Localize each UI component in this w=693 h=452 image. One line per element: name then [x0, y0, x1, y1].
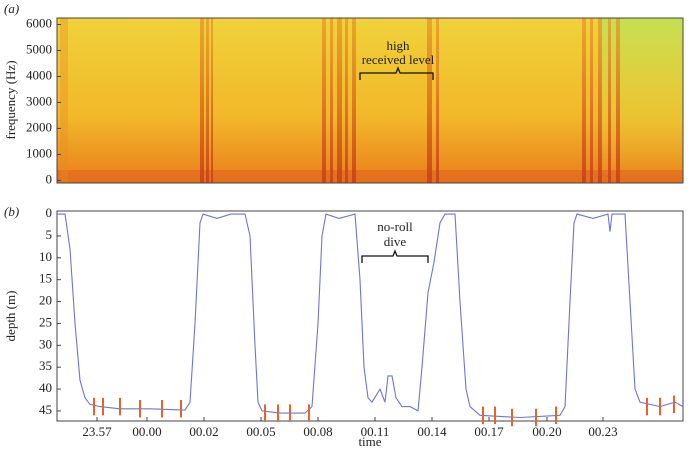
x-axis-label: time: [358, 434, 381, 449]
panel-b-frame: [56, 210, 684, 422]
y-tick-label: 3000: [26, 93, 52, 108]
x-tick-label: 00.11: [361, 424, 390, 439]
x-tick-label: 00.20: [532, 424, 561, 439]
y-axis-label: frequency (Hz): [3, 60, 18, 139]
y-tick-label: 20: [39, 293, 52, 308]
annotation: high: [386, 38, 410, 53]
y-tick-label: 5: [46, 227, 53, 242]
annotation: received level: [362, 52, 435, 67]
x-tick-label: 00.14: [417, 424, 447, 439]
x-tick-label: 23.57: [82, 424, 112, 439]
panel-a-frame: [56, 17, 684, 184]
y-tick-label: 35: [39, 358, 52, 373]
y-tick-label: 10: [39, 249, 52, 264]
y-tick-label: 0: [46, 205, 53, 220]
panel-label: (b): [4, 204, 19, 219]
x-tick-label: 00.02: [189, 424, 218, 439]
y-tick-label: 6000: [26, 15, 52, 30]
depth-line: [57, 213, 684, 419]
y-tick-label: 1000: [26, 145, 52, 160]
x-tick-label: 00.05: [246, 424, 275, 439]
annotation: no-roll: [377, 219, 413, 234]
y-tick-label: 30: [39, 336, 52, 351]
brace: [359, 66, 434, 80]
x-tick-label: 00.17: [474, 424, 504, 439]
x-tick-label: 00.00: [132, 424, 161, 439]
panel-label: (a): [4, 1, 19, 16]
y-tick-label: 25: [39, 314, 52, 329]
y-axis-label: depth (m): [3, 291, 18, 342]
y-tick-label: 15: [39, 271, 52, 286]
x-tick-label: 00.08: [303, 424, 332, 439]
spectrogram-image: [57, 18, 683, 183]
x-tick-label: 00.23: [588, 424, 617, 439]
y-tick-label: 2000: [26, 119, 52, 134]
y-tick-label: 0: [46, 171, 53, 186]
y-tick-label: 4000: [26, 67, 52, 82]
brace: [361, 249, 429, 263]
y-tick-label: 5000: [26, 41, 52, 56]
y-tick-label: 40: [39, 380, 52, 395]
y-tick-label: 45: [39, 402, 52, 417]
annotation: dive: [384, 234, 407, 249]
